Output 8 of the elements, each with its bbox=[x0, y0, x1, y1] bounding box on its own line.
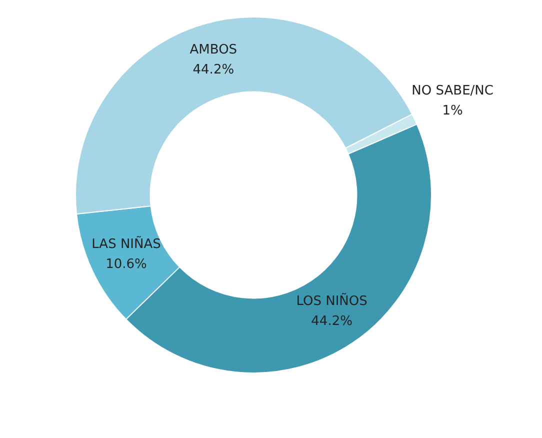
slice-label: LAS NIÑAS bbox=[92, 236, 161, 252]
data-label: 44.2% bbox=[311, 314, 352, 330]
slice-label: AMBOS bbox=[190, 42, 238, 58]
data-label: 10.6% bbox=[106, 257, 147, 272]
slice-label: NO SABE/NC bbox=[412, 84, 494, 99]
slice-label: LOS NIÑOS bbox=[296, 293, 368, 310]
data-label: 44.2% bbox=[192, 62, 234, 78]
data-label: 1% bbox=[442, 104, 463, 119]
